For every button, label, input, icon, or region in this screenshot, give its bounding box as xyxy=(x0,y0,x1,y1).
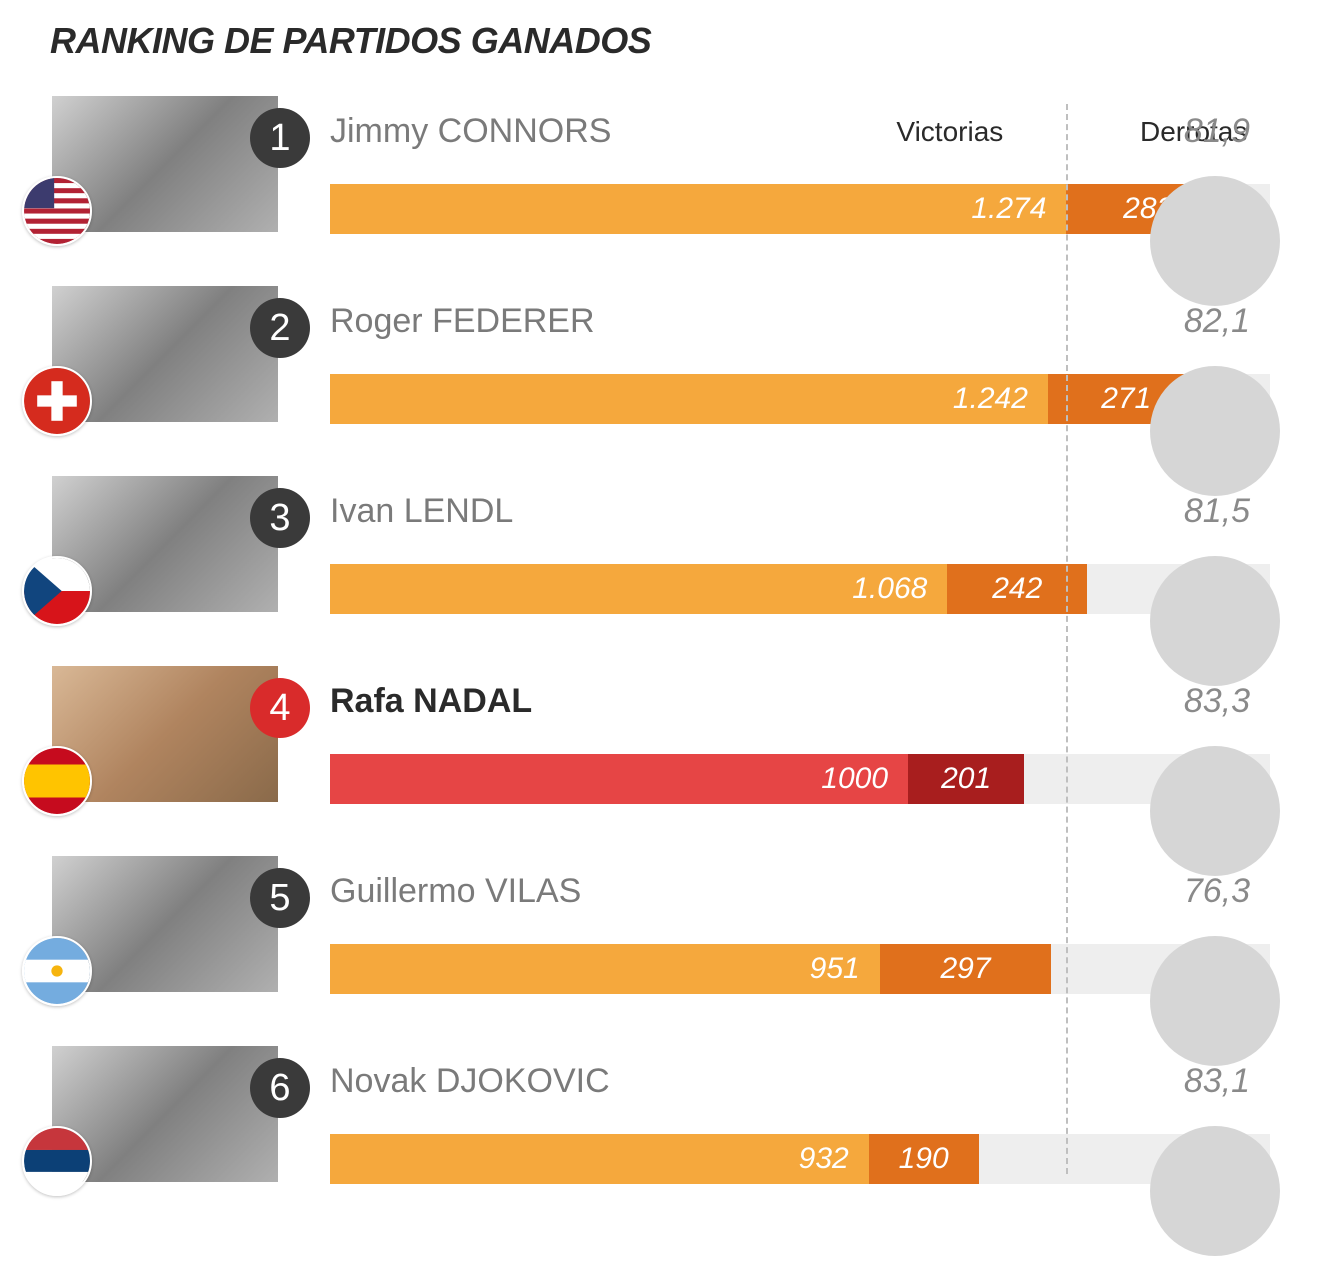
wins-value: 951 xyxy=(810,952,860,986)
pct-circle xyxy=(1150,1126,1280,1256)
rank-badge: 5 xyxy=(250,868,310,928)
photo-wrap: 6 xyxy=(50,1044,280,1184)
losses-bar: 190 xyxy=(869,1134,979,1184)
bar-track: 1.274 283 xyxy=(330,184,1270,234)
win-pct: 82,1 xyxy=(1184,302,1250,341)
first-name: Roger xyxy=(330,302,423,340)
losses-value: 242 xyxy=(992,572,1042,606)
wins-bar: 951 xyxy=(330,944,880,994)
rank-badge: 2 xyxy=(250,298,310,358)
ranking-chart: 1 Victorias Derrotas Jimmy CONNORS 1.274 xyxy=(50,94,1270,1184)
player-name: Jimmy CONNORS xyxy=(330,94,1270,161)
photo-wrap: 3 xyxy=(50,474,280,614)
player-content: Ivan LENDL 1.068 242 81,5 xyxy=(280,474,1270,614)
wins-value: 1.242 xyxy=(953,382,1028,416)
bar-track: 1.242 271 xyxy=(330,374,1270,424)
photo-wrap: 1 xyxy=(50,94,280,234)
bar-track: 932 190 xyxy=(330,1134,1270,1184)
first-name: Novak xyxy=(330,1062,426,1100)
wins-bar: 1.242 xyxy=(330,374,1048,424)
photo-wrap: 4 xyxy=(50,664,280,804)
flag-icon xyxy=(22,1126,92,1196)
player-row: 3 Ivan LENDL 1.068 242 81,5 xyxy=(50,474,1270,614)
player-name: Ivan LENDL xyxy=(330,474,1270,541)
pct-circle xyxy=(1150,746,1280,876)
player-name: Novak DJOKOVIC xyxy=(330,1044,1270,1111)
player-content: Guillermo VILAS 951 297 76,3 xyxy=(280,854,1270,994)
photo-wrap: 2 xyxy=(50,284,280,424)
player-row: 2 Roger FEDERER 1.242 271 82 xyxy=(50,284,1270,424)
last-name: DJOKOVIC xyxy=(436,1062,610,1100)
first-name: Ivan xyxy=(330,492,394,530)
last-name: FEDERER xyxy=(432,302,594,340)
player-row: 6 Novak DJOKOVIC 932 190 83, xyxy=(50,1044,1270,1184)
wins-value: 1.274 xyxy=(971,192,1046,226)
flag-icon xyxy=(22,936,92,1006)
player-name: Rafa NADAL xyxy=(330,664,1270,731)
losses-bar: 297 xyxy=(880,944,1052,994)
losses-value: 201 xyxy=(941,762,991,796)
last-name: VILAS xyxy=(485,872,581,910)
flag-icon xyxy=(22,746,92,816)
wins-value: 932 xyxy=(799,1142,849,1176)
rank-badge: 4 xyxy=(250,678,310,738)
player-content: Novak DJOKOVIC 932 190 83,1 xyxy=(280,1044,1270,1184)
bar-track: 1.068 242 xyxy=(330,564,1270,614)
flag-icon xyxy=(22,176,92,246)
win-pct: 81,5 xyxy=(1184,492,1250,531)
rank-badge: 1 xyxy=(250,108,310,168)
win-pct: 83,1 xyxy=(1184,1062,1250,1101)
pct-circle xyxy=(1150,936,1280,1066)
player-content: Roger FEDERER 1.242 271 82,1 xyxy=(280,284,1270,424)
player-row: 5 Guillermo VILAS 951 297 76 xyxy=(50,854,1270,994)
pct-circle xyxy=(1150,556,1280,686)
wins-bar: 1000 xyxy=(330,754,908,804)
player-row: 4 Rafa NADAL 1000 201 83,3 xyxy=(50,664,1270,804)
losses-bar: 201 xyxy=(908,754,1024,804)
wins-value: 1.068 xyxy=(852,572,927,606)
reference-divider xyxy=(1066,104,1068,1174)
pct-circle xyxy=(1150,366,1280,496)
wins-bar: 1.274 xyxy=(330,184,1066,234)
wins-value: 1000 xyxy=(821,762,888,796)
first-name: Guillermo xyxy=(330,872,475,910)
flag-icon xyxy=(22,366,92,436)
losses-value: 297 xyxy=(941,952,991,986)
first-name: Rafa xyxy=(330,682,404,720)
player-name: Roger FEDERER xyxy=(330,284,1270,351)
wins-header: Victorias xyxy=(896,116,1003,148)
rank-badge: 6 xyxy=(250,1058,310,1118)
last-name: NADAL xyxy=(413,682,532,720)
chart-title: RANKING DE PARTIDOS GANADOS xyxy=(50,20,1270,62)
bar-track: 951 297 xyxy=(330,944,1270,994)
pct-circle xyxy=(1150,176,1280,306)
rank-badge: 3 xyxy=(250,488,310,548)
win-pct: 83,3 xyxy=(1184,682,1250,721)
player-content: Victorias Derrotas Jimmy CONNORS 1.274 2… xyxy=(280,94,1270,234)
player-row: 1 Victorias Derrotas Jimmy CONNORS 1.274 xyxy=(50,94,1270,234)
win-pct: 76,3 xyxy=(1184,872,1250,911)
bar-track: 1000 201 xyxy=(330,754,1270,804)
player-name: Guillermo VILAS xyxy=(330,854,1270,921)
wins-bar: 1.068 xyxy=(330,564,947,614)
wins-bar: 932 xyxy=(330,1134,869,1184)
losses-value: 190 xyxy=(899,1142,949,1176)
win-pct: 81,9 xyxy=(1184,112,1250,151)
last-name: LENDL xyxy=(404,492,514,530)
last-name: CONNORS xyxy=(438,112,612,150)
photo-wrap: 5 xyxy=(50,854,280,994)
player-content: Rafa NADAL 1000 201 83,3 xyxy=(280,664,1270,804)
first-name: Jimmy xyxy=(330,112,428,150)
flag-icon xyxy=(22,556,92,626)
losses-value: 271 xyxy=(1101,382,1151,416)
